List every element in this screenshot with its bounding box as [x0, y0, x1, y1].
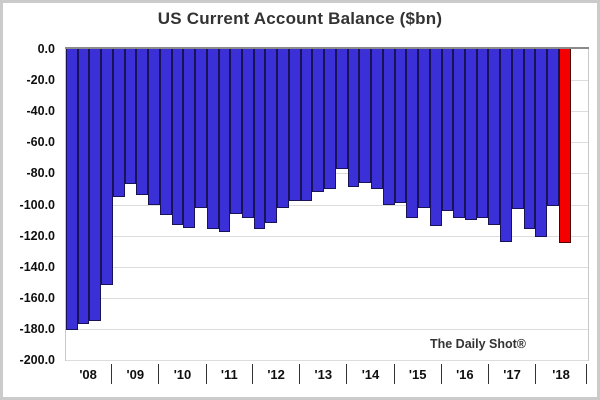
bar [441, 49, 454, 211]
bar [324, 49, 336, 189]
bar [195, 49, 207, 208]
gridline [66, 204, 588, 206]
y-tick-label: -180.0 [19, 321, 55, 336]
x-year-label: '08 [79, 366, 97, 382]
x-year-cell: '10 [159, 364, 207, 384]
bar [511, 49, 524, 209]
x-year-cell: '12 [253, 364, 301, 384]
y-tick-label: -140.0 [19, 259, 55, 274]
x-year-cell: '17 [489, 364, 537, 384]
bar [112, 49, 125, 197]
bar [183, 49, 196, 228]
bar [242, 49, 254, 218]
bar [218, 49, 231, 232]
x-year-label: '15 [408, 366, 427, 382]
y-tick-label: -200.0 [19, 353, 55, 367]
bar [359, 49, 372, 183]
bar [406, 49, 419, 218]
bar [523, 49, 536, 229]
bar [335, 49, 348, 169]
bar [418, 49, 430, 208]
bar [171, 49, 184, 225]
gridline [66, 297, 588, 299]
bar [535, 49, 548, 237]
bar [382, 49, 395, 205]
bar [66, 49, 78, 330]
bars [66, 49, 571, 360]
y-tick-label: -120.0 [19, 228, 55, 243]
bar [253, 49, 266, 229]
plot-area: The Daily Shot® [65, 47, 589, 361]
bar [277, 49, 289, 208]
bar [230, 49, 243, 214]
bar [77, 49, 90, 324]
x-year-cell: '11 [207, 364, 254, 384]
bar [488, 49, 501, 225]
y-axis: 0.0 -20.0 -40.0 -60.0 -80.0 -100.0 -120.0 -140.… [3, 42, 59, 367]
x-year-label: '12 [267, 366, 285, 382]
bar [300, 49, 313, 201]
x-year-label: '14 [361, 366, 380, 382]
x-year-cell: '14 [347, 364, 395, 384]
gridline [66, 328, 588, 330]
bar [148, 49, 160, 205]
x-year-cell: '18 [536, 364, 587, 384]
bar [124, 49, 137, 184]
x-year-cell: '09 [112, 364, 160, 384]
bar [89, 49, 102, 321]
gridline [66, 266, 588, 268]
bar [476, 49, 489, 218]
bar [312, 49, 325, 192]
bar [429, 49, 442, 226]
bar [159, 49, 172, 215]
bar [394, 49, 407, 203]
bar [347, 49, 360, 187]
bar [136, 49, 149, 195]
bar [101, 49, 113, 285]
x-year-cell: '08 [65, 364, 113, 384]
bar [547, 49, 559, 206]
y-tick-label: -60.0 [26, 135, 56, 150]
bar [371, 49, 383, 189]
bar [265, 49, 278, 223]
zero-line [65, 47, 589, 49]
gridline [66, 235, 588, 237]
y-tick-label: -160.0 [19, 290, 55, 305]
bar [500, 49, 512, 242]
bar [288, 49, 301, 201]
y-tick-label: -80.0 [26, 166, 56, 181]
y-tick-label: -20.0 [26, 73, 56, 88]
watermark: The Daily Shot® [429, 337, 526, 351]
x-year-cell: '16 [442, 364, 489, 384]
x-year-label: '17 [503, 366, 521, 382]
x-year-label: '09 [126, 366, 145, 382]
x-year-label: '10 [173, 366, 192, 382]
y-tick-label: -100.0 [19, 197, 55, 212]
x-year-label: '18 [552, 366, 570, 382]
x-year-label: '13 [314, 366, 333, 382]
bar [464, 49, 477, 220]
highlight-bar [558, 49, 571, 243]
x-axis: '08 '09 '10 '11 '12 '13 '14 '15 '16 '17 '18 [65, 362, 587, 386]
y-tick-label: 0.0 [37, 42, 55, 56]
y-tick-label: -40.0 [26, 104, 56, 119]
chart-title: US Current Account Balance ($bn) [157, 9, 443, 28]
bar [206, 49, 219, 229]
x-year-label: '16 [456, 366, 474, 382]
gridline [66, 360, 588, 361]
x-year-cell: '13 [300, 364, 348, 384]
bar [453, 49, 465, 218]
x-year-label: '11 [220, 366, 238, 382]
x-year-cell: '15 [395, 364, 442, 384]
